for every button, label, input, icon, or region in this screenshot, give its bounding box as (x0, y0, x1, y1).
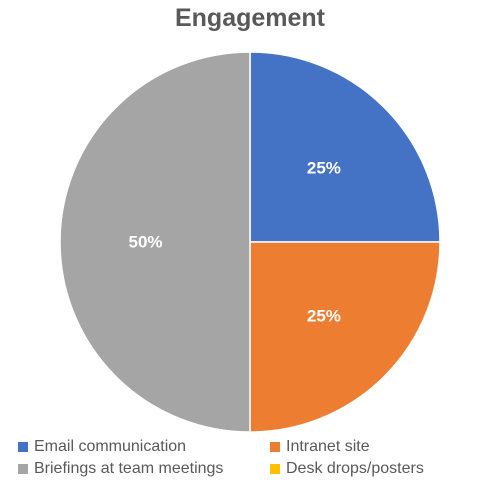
pie-slice-labels: 25% 25% 50% (128, 159, 340, 326)
pie-slice-briefings-at-team-meetings (59, 51, 251, 433)
legend-swatch-email-communication (18, 441, 28, 452)
chart-title: Engagement (174, 4, 326, 32)
data-label-briefings-at-team-meetings: 50% (128, 233, 162, 252)
pie-slices (59, 51, 441, 433)
legend-item-email-communication: Email communication (18, 437, 270, 456)
legend-item-desk-drops-posters: Desk drops/posters (270, 459, 488, 478)
legend-label-intranet-site: Intranet site (286, 437, 370, 455)
legend-item-briefings-at-team-meetings: Briefings at team meetings (18, 459, 270, 478)
pie-slice-intranet-site (249, 241, 441, 433)
legend-item-intranet-site: Intranet site (270, 437, 488, 456)
legend-label-email-communication: Email communication (34, 437, 187, 455)
legend: Email communication Intranet site Briefi… (18, 437, 488, 478)
legend-label-desk-drops-posters: Desk drops/posters (286, 459, 424, 477)
pie-slice-email-communication (249, 51, 441, 243)
legend-swatch-intranet-site (270, 441, 280, 452)
data-label-email-communication: 25% (307, 159, 341, 178)
legend-label-briefings-at-team-meetings: Briefings at team meetings (34, 459, 224, 477)
legend-swatch-briefings-at-team-meetings (18, 463, 28, 474)
data-label-intranet-site: 25% (307, 306, 341, 325)
legend-swatch-desk-drops-posters (270, 463, 280, 474)
